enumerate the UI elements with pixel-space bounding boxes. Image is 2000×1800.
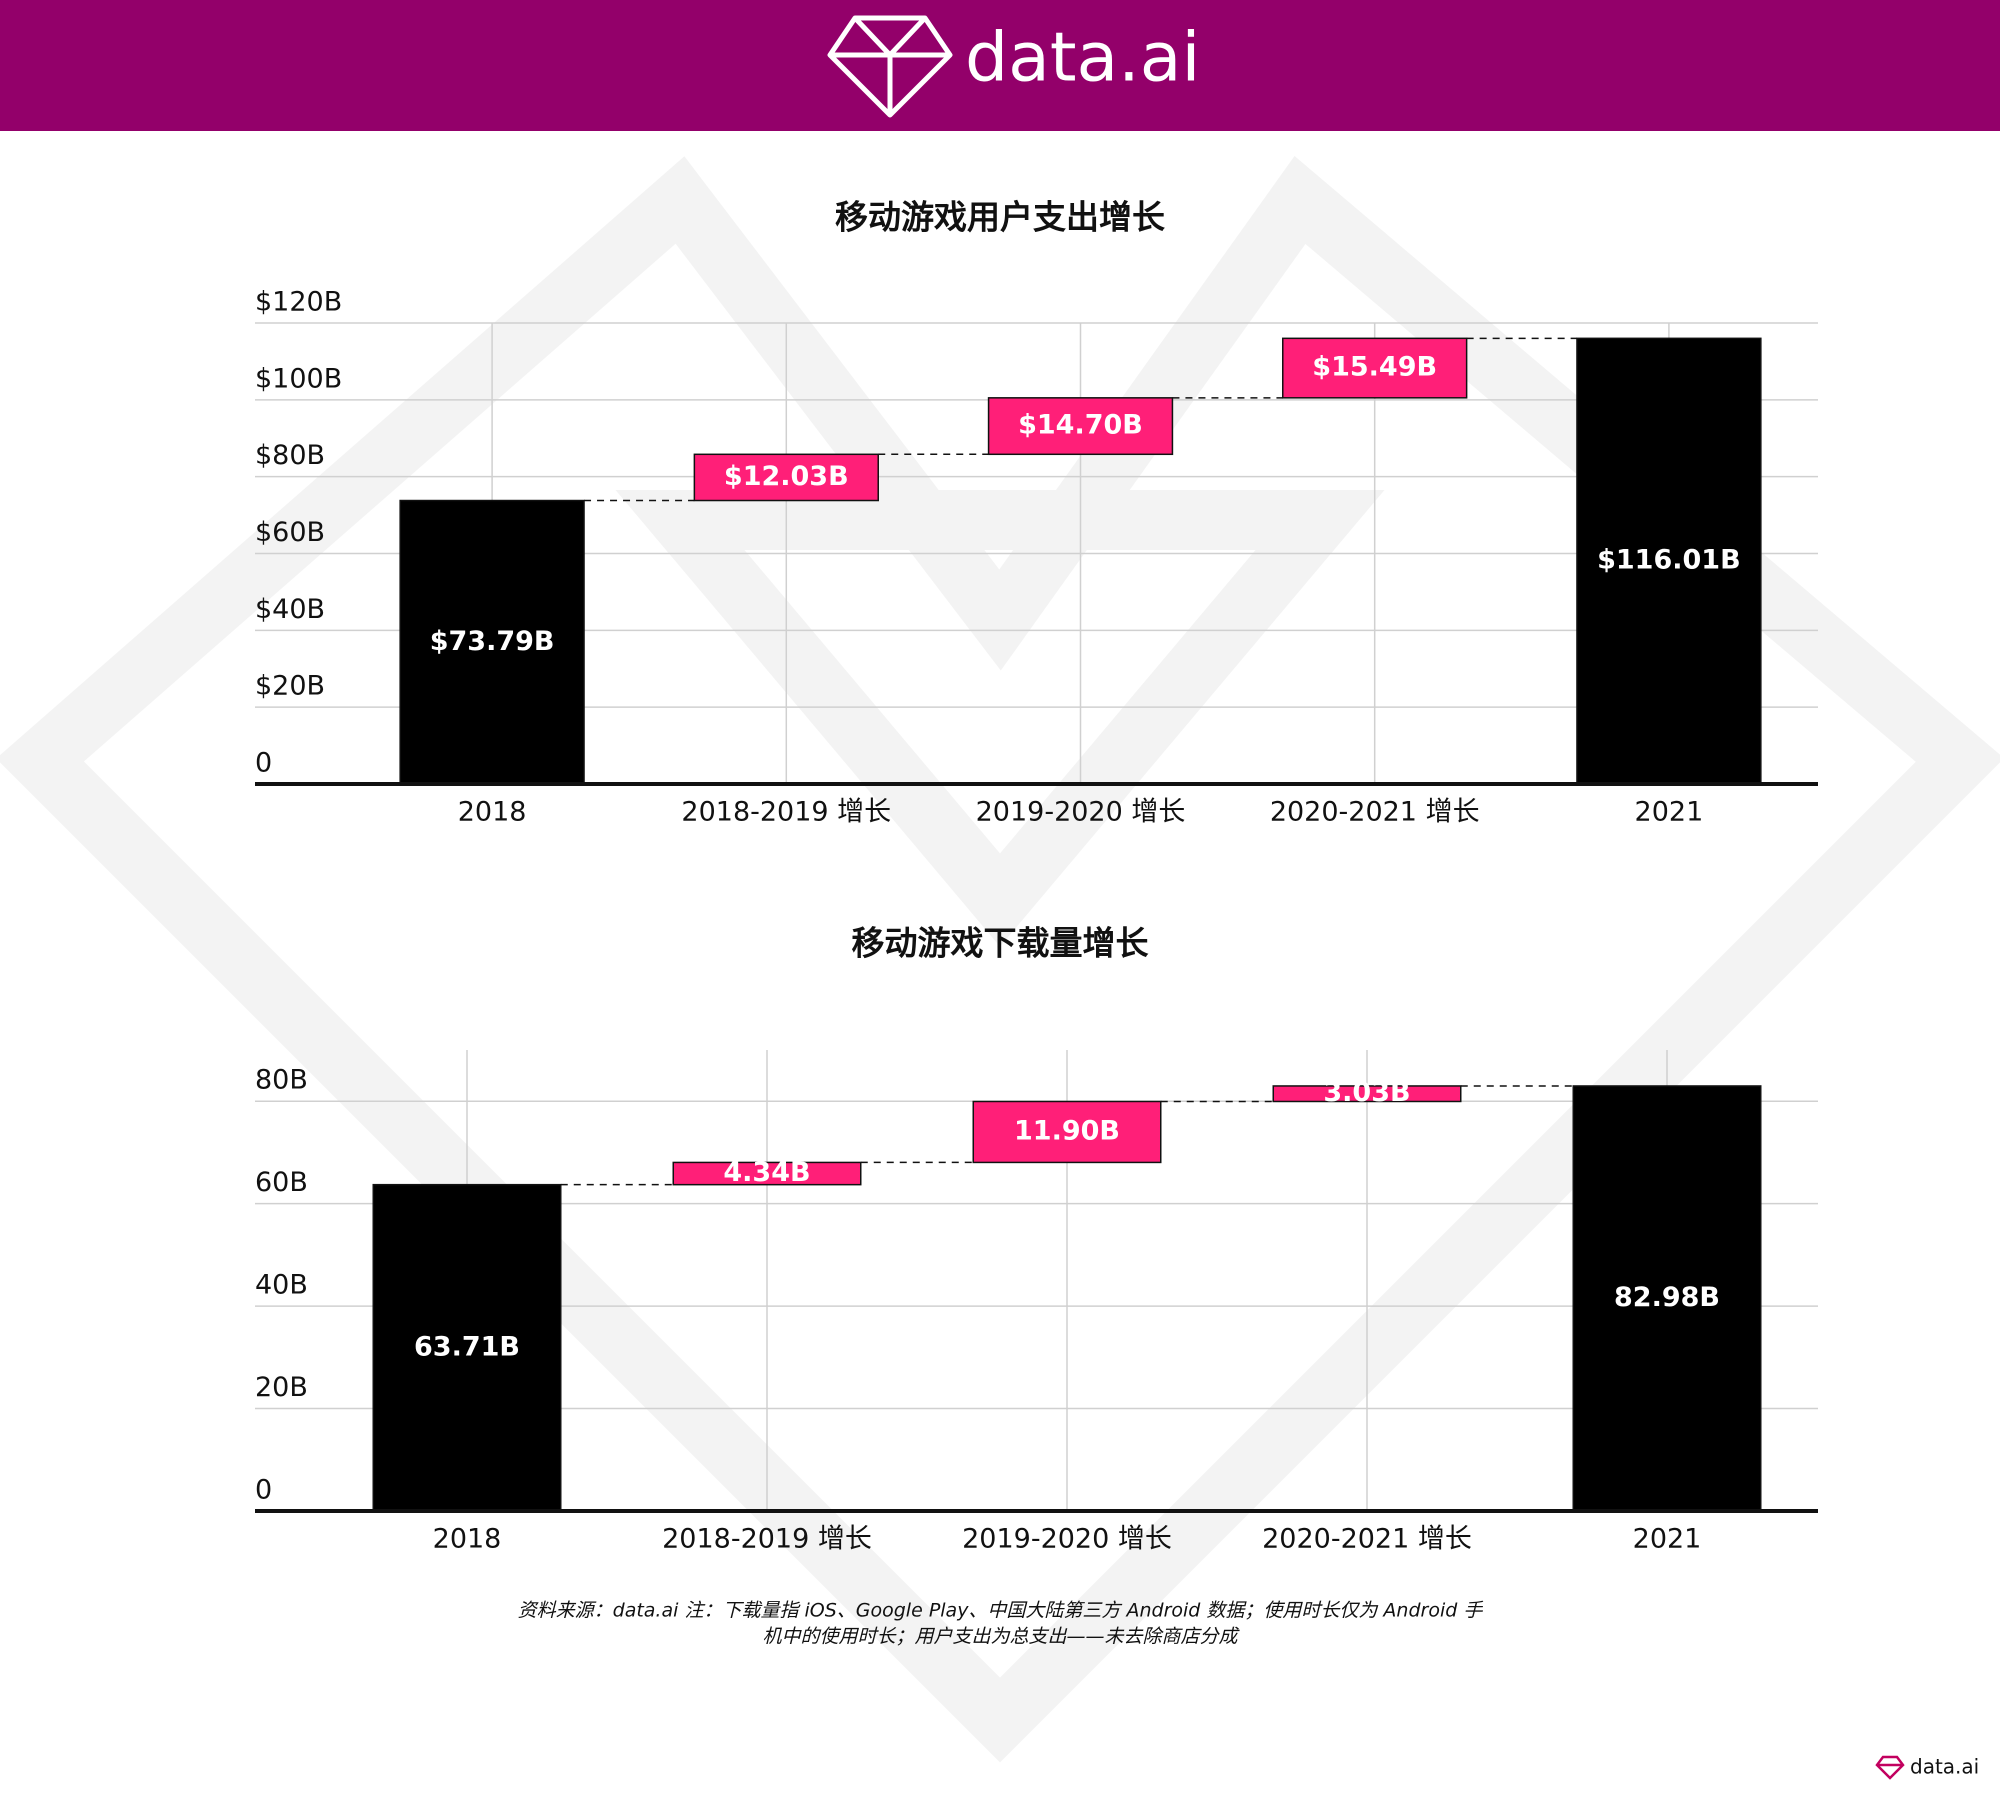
header-logo: data.ai [965, 19, 1200, 98]
x-tick-label: 2018-2019 增长 [662, 1524, 872, 1555]
bar [1576, 337, 1762, 785]
bar [399, 499, 585, 785]
footer-logo-icon [1875, 1755, 1905, 1780]
x-tick-label: 2018 [433, 1524, 502, 1555]
y-tick-label: $20B [255, 671, 325, 702]
x-tick-label: 2020-2021 增长 [1270, 797, 1480, 828]
y-tick-label: $120B [255, 287, 342, 318]
value-label: 82.98B [1614, 1282, 1720, 1313]
y-tick-label: $60B [255, 517, 325, 548]
x-tick-label: 2020-2021 增长 [1262, 1524, 1472, 1555]
value-label: $15.49B [1312, 352, 1437, 383]
watermark [0, 156, 2000, 1763]
x-tick-label: 2019-2020 增长 [962, 1524, 1172, 1555]
y-tick-label: $40B [255, 594, 325, 625]
footnote: 资料来源：data.ai 注：下载量指 iOS、Google Play、中国大陆… [518, 1600, 1484, 1622]
bar [1282, 337, 1468, 399]
bar [987, 397, 1174, 456]
y-tick-label: $80B [255, 440, 325, 471]
header-bar [0, 0, 2000, 131]
footer-logo: data.ai [1910, 1755, 1979, 1779]
x-tick-label: 2018-2019 增长 [681, 797, 891, 828]
bar [693, 453, 879, 502]
y-tick-label: 60B [255, 1167, 308, 1198]
bar [972, 1100, 1162, 1164]
y-tick-label: 80B [255, 1065, 308, 1096]
value-label: 3.03B [1323, 1077, 1410, 1108]
chart-title: 移动游戏用户支出增长 [835, 198, 1165, 237]
x-tick-label: 2019-2020 增长 [976, 797, 1186, 828]
footnote: 机中的使用时长；用户支出为总支出——未去除商店分成 [762, 1626, 1240, 1648]
value-label: $116.01B [1597, 545, 1741, 576]
x-tick-label: 2018 [458, 797, 527, 828]
y-tick-label: $100B [255, 363, 342, 394]
value-label: $12.03B [724, 461, 849, 492]
bar [1572, 1085, 1762, 1512]
y-tick-label: 20B [255, 1372, 308, 1403]
bar [672, 1161, 862, 1186]
x-tick-label: 2021 [1633, 1524, 1702, 1555]
value-label: 11.90B [1014, 1115, 1120, 1146]
header-logo-icon [827, 15, 953, 118]
bar [1272, 1085, 1462, 1103]
y-tick-label: 0 [255, 1475, 272, 1506]
y-tick-label: 0 [255, 748, 272, 779]
value-label: $14.70B [1018, 410, 1143, 441]
value-label: 63.71B [414, 1331, 520, 1362]
y-tick-label: 40B [255, 1270, 308, 1301]
charts: 移动游戏用户支出增长 0 $20B $40B $60B $80B $100B $120B $73… [255, 198, 1818, 1555]
value-label: $73.79B [430, 626, 555, 657]
bar [372, 1183, 562, 1512]
chart-title: 移动游戏下载量增长 [852, 924, 1149, 963]
value-label: 4.34B [723, 1157, 810, 1188]
x-tick-label: 2021 [1635, 797, 1704, 828]
